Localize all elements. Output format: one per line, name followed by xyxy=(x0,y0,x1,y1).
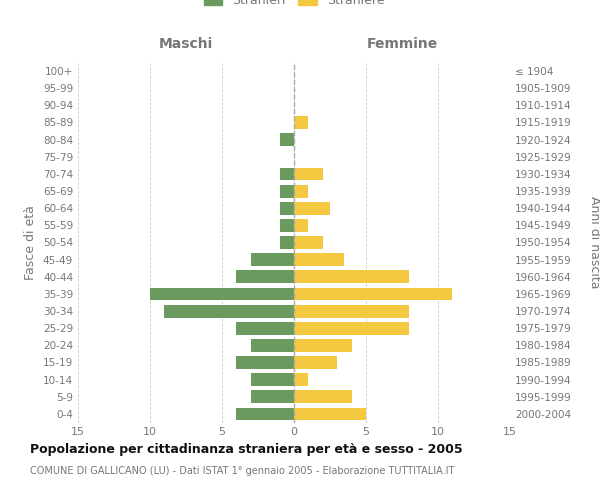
Bar xyxy=(294,322,409,334)
Bar xyxy=(251,339,294,352)
Bar xyxy=(280,133,294,146)
Bar xyxy=(251,253,294,266)
Text: Femmine: Femmine xyxy=(367,38,437,52)
Bar xyxy=(280,219,294,232)
Bar xyxy=(280,184,294,198)
Bar xyxy=(294,219,308,232)
Bar xyxy=(294,168,323,180)
Bar xyxy=(236,408,294,420)
Text: COMUNE DI GALLICANO (LU) - Dati ISTAT 1° gennaio 2005 - Elaborazione TUTTITALIA.: COMUNE DI GALLICANO (LU) - Dati ISTAT 1°… xyxy=(30,466,454,476)
Bar xyxy=(280,168,294,180)
Bar xyxy=(294,270,409,283)
Bar xyxy=(294,356,337,369)
Bar xyxy=(294,304,409,318)
Bar xyxy=(150,288,294,300)
Bar xyxy=(294,236,323,249)
Bar xyxy=(294,116,308,129)
Bar xyxy=(236,356,294,369)
Bar xyxy=(294,288,452,300)
Text: Maschi: Maschi xyxy=(159,38,213,52)
Bar xyxy=(294,202,330,214)
Bar xyxy=(236,270,294,283)
Bar xyxy=(294,408,366,420)
Bar xyxy=(251,390,294,403)
Bar xyxy=(251,373,294,386)
Bar xyxy=(294,184,308,198)
Bar xyxy=(280,236,294,249)
Y-axis label: Anni di nascita: Anni di nascita xyxy=(588,196,600,289)
Text: Popolazione per cittadinanza straniera per età e sesso - 2005: Popolazione per cittadinanza straniera p… xyxy=(30,442,463,456)
Bar xyxy=(280,202,294,214)
Legend: Stranieri, Straniere: Stranieri, Straniere xyxy=(200,0,388,10)
Bar xyxy=(294,373,308,386)
Bar xyxy=(294,339,352,352)
Bar xyxy=(294,253,344,266)
Y-axis label: Fasce di età: Fasce di età xyxy=(25,205,37,280)
Bar xyxy=(294,390,352,403)
Bar xyxy=(236,322,294,334)
Bar xyxy=(164,304,294,318)
